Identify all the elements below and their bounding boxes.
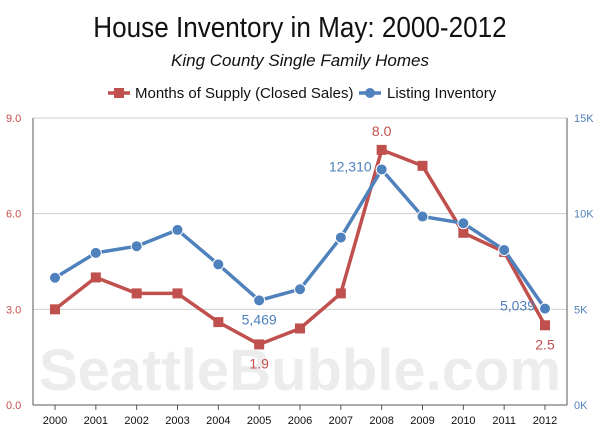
x-tick-label: 2006 [288,415,312,427]
legend-inventory-label: Listing Inventory [387,85,497,102]
inventory-point [89,246,102,259]
legend: Months of Supply (Closed Sales) Listing … [108,85,497,102]
supply-data-label: 2.5 [535,336,555,352]
series [49,144,551,350]
y-left-tick-label: 6.0 [6,209,21,221]
inventory-point [171,223,184,236]
supply-point [50,304,60,315]
inventory-point [375,163,388,176]
inventory-point [457,217,470,230]
supply-point [131,288,142,299]
y-left-tick-label: 3.0 [6,304,21,316]
y-right-tick-label: 0K [574,400,588,412]
x-tick-label: 2005 [247,415,271,427]
gridlines [33,117,567,310]
y-right-tick-label: 15K [574,113,594,125]
y-left-tick-label: 0.0 [6,400,21,412]
supply-point [458,227,469,238]
inventory-point [212,258,225,271]
supply-point [90,272,101,283]
supply-point [172,288,183,299]
x-tick-label: 2009 [410,415,434,427]
x-tick-label: 2003 [165,415,189,427]
supply-point [417,160,428,171]
x-tick-label: 2010 [451,415,475,427]
supply-point [295,323,305,334]
inventory-data-label: 12,310 [329,158,372,174]
x-tick-label: 2008 [369,415,393,427]
chart-subtitle: King County Single Family Homes [171,51,429,70]
inventory-point [294,283,306,296]
supply-point [254,339,265,350]
legend-supply-label: Months of Supply (Closed Sales) [135,85,353,102]
inventory-data-label: 5,039 [500,298,535,314]
x-tick-label: 2001 [84,415,108,427]
x-tick-label: 2000 [43,415,67,427]
y-right-tick-label: 10K [574,209,594,221]
inventory-data-label: 5,469 [242,311,277,327]
x-tick-label: 2011 [492,415,516,427]
y-left-tick-label: 9.0 [6,113,21,125]
supply-point [376,144,387,155]
inventory-point [253,294,266,307]
supply-point [213,317,224,328]
x-tick-label: 2002 [124,415,148,427]
x-tick-label: 2012 [533,415,557,427]
supply-point [335,288,346,299]
inventory-point [416,210,429,223]
watermark: SeattleBubble.com [39,338,561,403]
inventory-point [130,240,143,253]
y-right-tick-label: 5K [574,304,588,316]
inventory-point [498,244,511,257]
legend-inventory-marker [365,88,375,98]
x-tick-label: 2004 [206,415,230,427]
axes: 0.0 3.0 6.0 9.0 0K 5K 10K 15K 2000 2001 2002 2003 20… [6,113,594,427]
inventory-point [539,302,551,315]
legend-supply-marker [114,88,124,98]
supply-data-label: 8.0 [372,123,392,139]
inventory-point [49,271,61,284]
x-tick-label: 2007 [329,415,353,427]
inventory-point [334,231,347,244]
chart-title: House Inventory in May: 2000-2012 [93,11,506,44]
data-labels: 1.9 8.0 2.5 5,469 12,310 5,039 [242,123,555,372]
supply-data-label: 1.9 [249,355,269,371]
supply-point [540,320,550,331]
